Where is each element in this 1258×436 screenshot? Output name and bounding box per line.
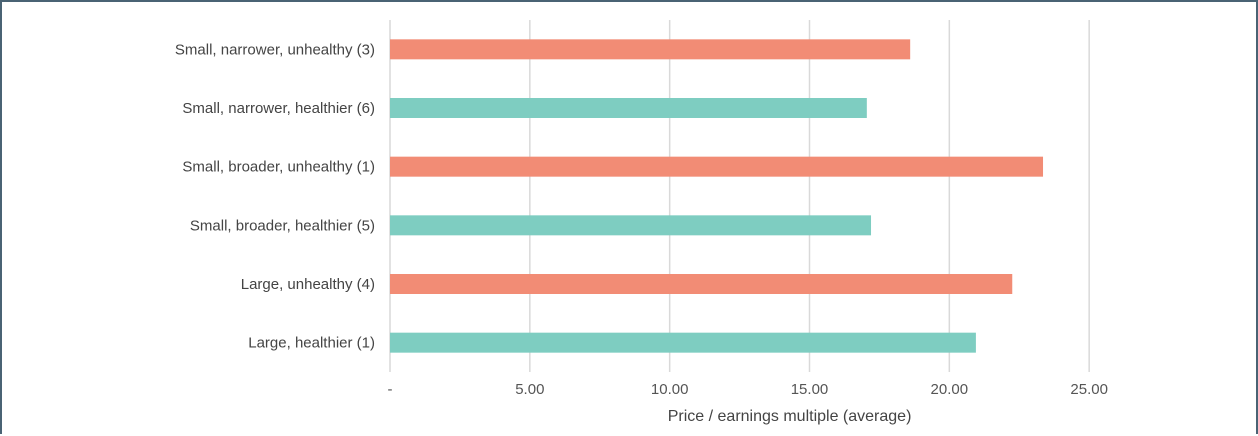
x-tick-label: 20.00 (931, 381, 969, 398)
x-tick-label: - (388, 381, 393, 398)
bars (390, 39, 1044, 353)
category-label: Small, broader, healthier (5) (190, 217, 375, 234)
bar (390, 39, 911, 60)
bar (390, 156, 1044, 177)
bar (390, 332, 976, 353)
gridlines (389, 20, 1090, 372)
category-label: Small, narrower, unhealthy (3) (175, 41, 375, 58)
category-labels: Small, narrower, unhealthy (3) Small, nar… (175, 41, 375, 351)
bar (390, 274, 1013, 294)
bar (390, 98, 867, 118)
bar (390, 215, 872, 236)
x-axis-label: Price / earnings multiple (average) (668, 408, 912, 425)
x-tick-label: 15.00 (791, 381, 829, 398)
category-label: Large, unhealthy (4) (241, 276, 375, 293)
category-label: Large, healthier (1) (248, 335, 375, 352)
category-label: Small, narrower, healthier (6) (182, 100, 375, 117)
x-tick-label: 10.00 (651, 381, 689, 398)
category-label: Small, broader, unhealthy (1) (182, 159, 375, 176)
x-tick-label: 5.00 (515, 381, 544, 398)
x-tick-label: 25.00 (1070, 381, 1108, 398)
x-tick-labels: - 5.00 10.00 15.00 20.00 25.00 (388, 381, 1108, 398)
